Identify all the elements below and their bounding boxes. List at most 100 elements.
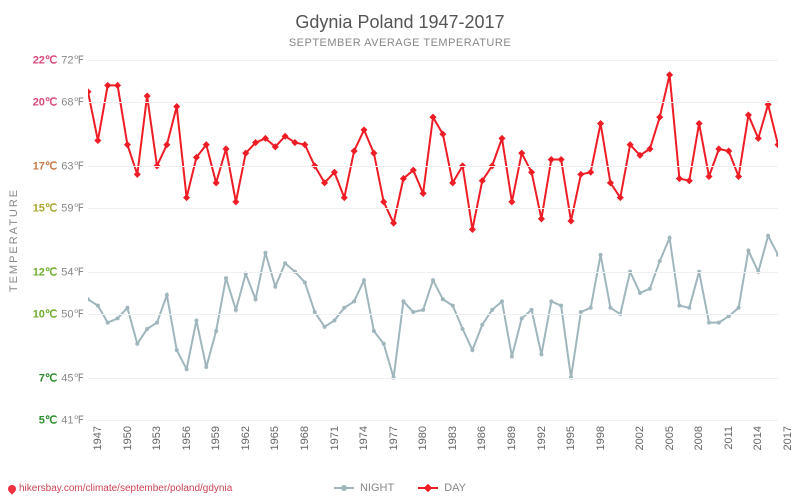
series-marker (490, 308, 494, 312)
series-marker (538, 215, 545, 222)
series-marker (204, 365, 208, 369)
x-tick-label: 1971 (329, 426, 341, 450)
series-marker (480, 323, 484, 327)
series-marker (213, 179, 220, 186)
gridline (88, 314, 778, 315)
series-marker (461, 327, 465, 331)
series-marker (666, 71, 673, 78)
series-marker (766, 234, 770, 238)
x-tick-label: 1998 (595, 426, 607, 450)
series-marker (352, 299, 356, 303)
y-axis-label: TEMPERATURE (8, 188, 20, 292)
series-marker (372, 329, 376, 333)
series-marker (735, 173, 742, 180)
series-marker (125, 306, 129, 310)
series-marker (696, 120, 703, 127)
series-marker (351, 148, 358, 155)
series-marker (597, 120, 604, 127)
x-tick-label: 1962 (240, 426, 252, 450)
series-marker (608, 306, 612, 310)
gridline (88, 60, 778, 61)
series-marker (303, 280, 307, 284)
x-tick-label: 1950 (122, 426, 134, 450)
series-marker (559, 304, 563, 308)
series-marker (234, 308, 238, 312)
series-marker (558, 156, 565, 163)
series-marker (717, 321, 721, 325)
series-marker (774, 141, 778, 148)
series-marker (273, 285, 277, 289)
y-tick-label: 12℃54℉ (33, 265, 84, 278)
series-marker (175, 348, 179, 352)
x-tick-label: 1956 (181, 426, 193, 450)
series-marker (94, 137, 101, 144)
series-marker (360, 126, 367, 133)
series-marker (530, 308, 534, 312)
series-marker (390, 220, 397, 227)
series-marker (668, 236, 672, 240)
gridline (88, 420, 778, 421)
x-tick-label: 1959 (210, 426, 222, 450)
series-marker (508, 198, 515, 205)
series-marker (224, 276, 228, 280)
legend-item-night: NIGHT (334, 482, 394, 494)
series-marker (755, 135, 762, 142)
legend-marker-day-icon (418, 487, 438, 489)
series-marker (323, 325, 327, 329)
series-marker (420, 190, 427, 197)
x-tick-label: 2005 (664, 426, 676, 450)
series-marker (746, 249, 750, 253)
attribution: hikersbay.com/climate/september/poland/g… (8, 483, 232, 494)
gridline (88, 102, 778, 103)
series-marker (498, 135, 505, 142)
x-tick-label: 2017 (782, 426, 794, 450)
series-marker (155, 321, 159, 325)
chart-svg (88, 60, 778, 420)
series-marker (301, 141, 308, 148)
series-marker (222, 145, 229, 152)
series-marker (549, 299, 553, 303)
y-tick-label: 15℃59℉ (33, 202, 84, 215)
series-marker (232, 198, 239, 205)
series-marker (124, 141, 131, 148)
series-marker (96, 304, 100, 308)
gridline (88, 208, 778, 209)
x-tick-label: 2002 (634, 426, 646, 450)
gridline (88, 272, 778, 273)
y-tick-label: 10℃50℉ (33, 308, 84, 321)
series-marker (705, 173, 712, 180)
series-marker (144, 92, 151, 99)
legend: NIGHT DAY (334, 482, 466, 494)
series-marker (528, 169, 535, 176)
series-marker (686, 177, 693, 184)
series-marker (589, 306, 593, 310)
pin-icon (6, 483, 17, 494)
x-tick-label: 1977 (388, 426, 400, 450)
y-tick-label: 5℃41℉ (39, 414, 84, 427)
chart-plot-area (88, 60, 778, 420)
y-tick-label: 17℃63℉ (33, 159, 84, 172)
series-marker (441, 297, 445, 301)
series-marker (214, 329, 218, 333)
series-marker (737, 306, 741, 310)
gridline (88, 378, 778, 379)
series-marker (421, 308, 425, 312)
series-marker (725, 148, 732, 155)
x-tick-label: 2011 (723, 426, 735, 450)
series-marker (114, 82, 121, 89)
series-marker (658, 259, 662, 263)
series-marker (510, 354, 514, 358)
series-marker (500, 299, 504, 303)
series-marker (135, 342, 139, 346)
series-marker (401, 299, 405, 303)
series-marker (677, 304, 681, 308)
series-marker (88, 88, 92, 95)
legend-item-day: DAY (418, 482, 466, 494)
x-tick-label: 1974 (358, 426, 370, 450)
series-marker (165, 293, 169, 297)
series-marker (599, 253, 603, 257)
series-marker (567, 217, 574, 224)
series-marker (362, 278, 366, 282)
y-tick-label: 7℃45℉ (39, 371, 84, 384)
series-marker (183, 194, 190, 201)
